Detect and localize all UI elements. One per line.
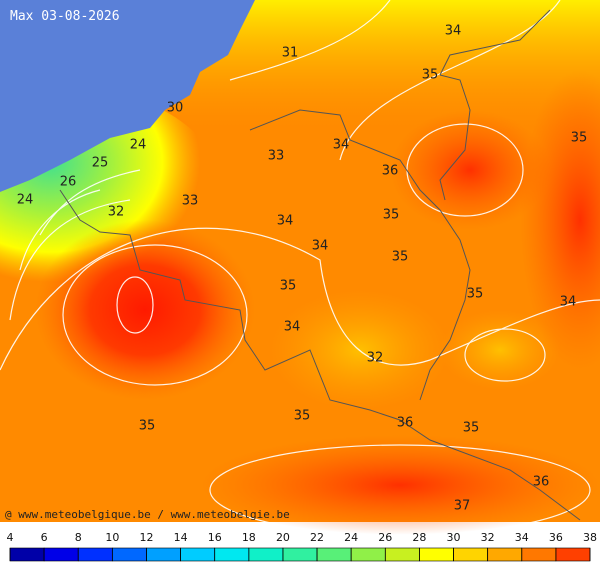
legend-tick-label: 6 xyxy=(41,531,48,544)
legend-tick-label: 10 xyxy=(105,531,119,544)
temperature-label: 34 xyxy=(560,295,577,310)
temperature-label: 34 xyxy=(333,138,350,153)
temperature-label: 36 xyxy=(397,416,414,431)
temperature-label: 35 xyxy=(294,409,311,424)
temperature-label: 26 xyxy=(60,175,77,190)
legend-tick-label: 8 xyxy=(75,531,82,544)
legend-tick-label: 26 xyxy=(378,531,392,544)
legend-tick-label: 18 xyxy=(242,531,256,544)
legend-swatch xyxy=(384,547,420,562)
legend-tick-label: 12 xyxy=(139,531,153,544)
legend-tick-label: 30 xyxy=(447,531,461,544)
legend-swatch xyxy=(146,547,181,562)
temperature-label: 25 xyxy=(92,156,109,171)
temperature-label: 35 xyxy=(463,421,480,436)
legend-tick-label: 32 xyxy=(481,531,495,544)
temperature-label: 32 xyxy=(108,205,125,220)
temperature-label: 35 xyxy=(139,419,156,434)
map-title: Max 03-08-2026 xyxy=(10,9,120,24)
temperature-label: 37 xyxy=(454,499,471,514)
legend-tick-label: 36 xyxy=(549,531,563,544)
temperature-label: 33 xyxy=(268,149,285,164)
temperature-label: 34 xyxy=(284,320,301,335)
legend-swatch xyxy=(350,547,386,562)
legend-tick-label: 38 xyxy=(583,531,597,544)
legend-swatch xyxy=(77,547,113,562)
temperature-label: 30 xyxy=(167,101,184,116)
temperature-label: 35 xyxy=(392,250,409,265)
legend-swatch xyxy=(214,547,250,562)
legend-swatch xyxy=(316,547,352,562)
temperature-label: 36 xyxy=(382,164,399,179)
temperature-label: 34 xyxy=(277,214,294,229)
legend-swatch xyxy=(419,547,454,562)
temperature-label: 36 xyxy=(533,475,550,490)
legend-tick-label: 34 xyxy=(515,531,529,544)
legend-swatch xyxy=(248,547,284,562)
temperature-label: 32 xyxy=(367,351,384,366)
legend-swatch xyxy=(521,547,557,562)
legend-swatch xyxy=(9,547,45,562)
credit: @ www.meteobelgique.be / www.meteobelgie… xyxy=(5,508,290,521)
temperature-label: 31 xyxy=(282,46,299,61)
legend-tick-label: 28 xyxy=(412,531,426,544)
legend-tick-label: 4 xyxy=(7,531,14,544)
temperature-label: 34 xyxy=(312,239,329,254)
temperature-label: 24 xyxy=(17,193,34,208)
temperature-label: 35 xyxy=(280,279,297,294)
legend-swatch xyxy=(43,547,79,562)
legend-swatch xyxy=(555,547,591,562)
legend-tick-label: 22 xyxy=(310,531,324,544)
temperature-label: 35 xyxy=(422,68,439,83)
color-legend: 4 6 8 10 12 14 16 18 20 22 24 26 28 30 32 34 36 38 xyxy=(7,531,597,562)
temperature-labels: 31 34 35 30 24 34 35 25 33 36 26 24 33 32 34 35 34 35 35 35… xyxy=(17,24,588,514)
temperature-label: 34 xyxy=(445,24,462,39)
temperature-label: 35 xyxy=(467,287,484,302)
legend-tick-label: 16 xyxy=(208,531,222,544)
temperature-label: 35 xyxy=(571,131,588,146)
legend-swatch xyxy=(282,547,318,562)
legend-swatch xyxy=(487,547,523,562)
legend-tick-label: 20 xyxy=(276,531,290,544)
legend-swatch xyxy=(180,547,216,562)
temperature-label: 33 xyxy=(182,194,199,209)
temperature-label: 35 xyxy=(383,208,400,223)
temperature-label: 24 xyxy=(130,138,147,153)
legend-tick-label: 24 xyxy=(344,531,358,544)
legend-tick-label: 14 xyxy=(174,531,188,544)
map xyxy=(0,0,600,536)
legend-swatch xyxy=(453,547,488,562)
legend-swatch xyxy=(112,547,147,562)
